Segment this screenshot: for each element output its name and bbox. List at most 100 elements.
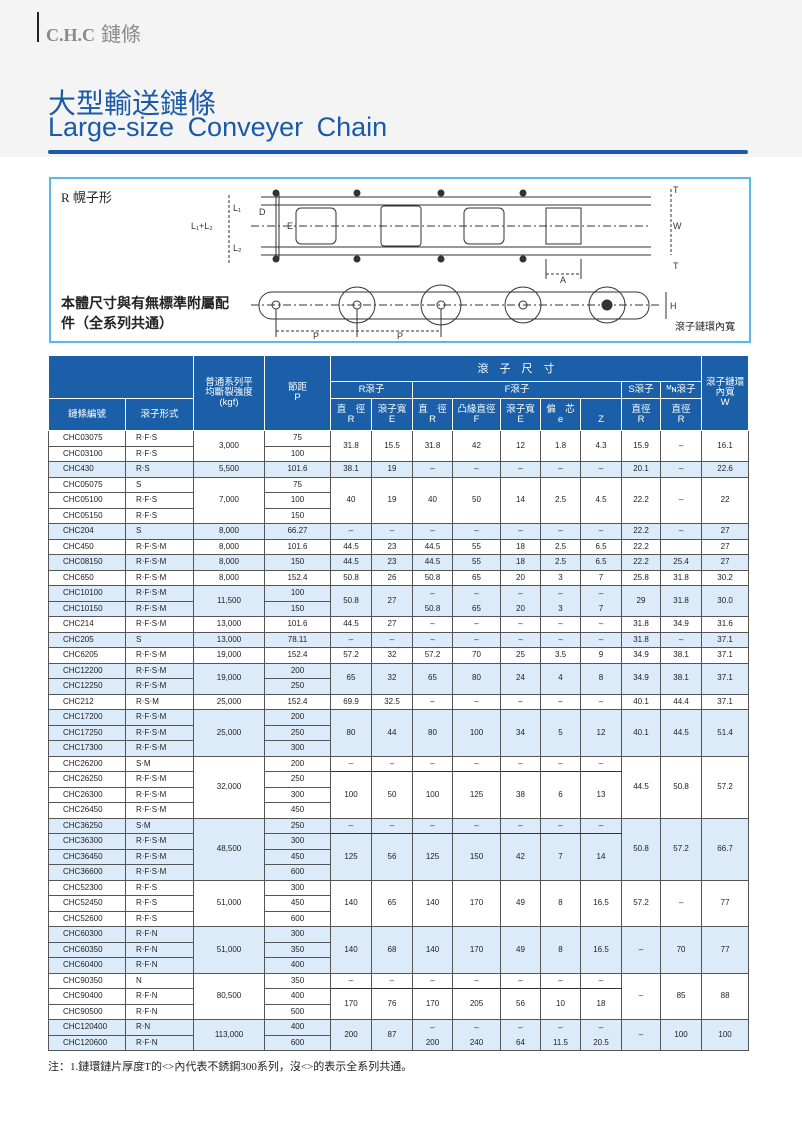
f-offset: –: [540, 631, 581, 648]
pitch: 450: [264, 895, 331, 912]
header-sub: 滾子寬 E: [371, 398, 413, 431]
f-width: 25: [500, 647, 541, 664]
inner-width: 77: [701, 926, 750, 974]
r-width-top: –: [371, 817, 413, 834]
f-diameter-bottom: 200: [425, 1038, 440, 1047]
s-diameter: 31.8: [621, 616, 661, 633]
f-z: 16.5: [580, 879, 622, 927]
f-z-bottom: 20.5: [593, 1038, 609, 1047]
f-flange: –: [452, 461, 501, 478]
s-diameter: 15.9: [621, 430, 661, 462]
roller-form: R‧F‧S: [125, 910, 194, 927]
chain-no: CHC36600: [48, 864, 126, 881]
f-diameter-top: –: [412, 755, 453, 772]
table-row: CHC10100 R‧F‧S‧M 11,500 100 50.8 27–50.8–65–2…: [48, 585, 750, 617]
table-row: CHC60400 R‧F‧N 400: [48, 957, 749, 974]
chain-no: CHC90350: [48, 972, 126, 989]
f-diameter: –: [412, 461, 453, 478]
f-diameter: 100: [412, 771, 453, 819]
r-width: 56: [371, 833, 413, 881]
pitch: 150: [264, 554, 331, 571]
body-note: 本體尺寸與有無標準附屬配件（全系列共通）: [61, 295, 229, 331]
f-offset-bottom: 11.5: [553, 1038, 568, 1047]
f-diameter: –: [412, 693, 453, 710]
f-flange: 55: [452, 538, 501, 555]
pitch: 400: [264, 957, 331, 974]
pitch: 450: [264, 848, 331, 865]
pitch: 300: [264, 740, 331, 757]
strength: 19,000: [193, 662, 265, 695]
f-diameter: 31.8: [412, 430, 453, 462]
s-diameter: 22.2: [621, 538, 661, 555]
r-width: 76: [371, 988, 413, 1020]
r-width: 15.5: [371, 430, 413, 462]
chain-no: CHC12200: [48, 662, 126, 679]
table-row: CHC90350 N 80,500 350– – – – – – – –85 88: [48, 972, 750, 1020]
f-z: 6.5: [580, 554, 622, 571]
mn-diameter: 50.8: [659, 755, 703, 819]
mn-diameter: 31.8: [659, 569, 703, 586]
inner-width: 37.1: [701, 662, 750, 695]
chain-no: CHC17300: [48, 740, 126, 757]
s-diameter: –: [621, 972, 661, 1020]
strength: 3,000: [193, 430, 265, 462]
header-sub-label: 滾子寬: [377, 403, 407, 415]
r-diameter-top: –: [330, 755, 372, 772]
chain-no: CHC05100: [48, 492, 126, 509]
f-flange: –: [452, 616, 501, 633]
table-row: CHC204 S 8,000 66.27– – – – – – –22.2–27: [48, 523, 750, 540]
header-sub-symbol: R: [637, 413, 645, 425]
roller-form: R‧F‧S‧M: [125, 647, 194, 664]
inner-width: 27: [701, 554, 750, 571]
table-row: CHC120400 R‧N 113,000 400 200 87–200–240–64–1…: [48, 1019, 750, 1051]
chain-no: CHC36250: [48, 817, 126, 834]
chain-no: CHC05075: [48, 476, 126, 493]
table-row: CHC214 R‧F‧S‧M 13,000 101.6 44.5 27– – – – –31.8 3…: [48, 616, 750, 633]
f-diameter: 140: [412, 879, 453, 927]
f-z: 6.5: [580, 538, 622, 555]
table-row: CHC52300 R‧F‧S 51,000 300 140 65 140 170 49 8 16.5…: [48, 879, 750, 927]
pitch: 78.11: [264, 631, 331, 648]
f-width: 38: [500, 771, 541, 819]
strength: 51,000: [193, 879, 265, 927]
inner-width: 77: [701, 879, 750, 927]
f-offset: 5: [540, 709, 581, 757]
header-sub-symbol: Z: [598, 413, 604, 425]
chain-no: CHC10150: [48, 600, 126, 617]
strength: 80,500: [193, 972, 265, 1020]
dim-l1: L₁: [233, 203, 241, 213]
strength: 11,500: [193, 585, 265, 617]
chain-no: CHC08150: [48, 554, 126, 571]
roller-form: S: [125, 476, 194, 493]
r-width: 23: [371, 538, 413, 555]
f-width: –: [500, 461, 541, 478]
f-flange-top: –: [474, 589, 479, 598]
strength: 32,000: [193, 755, 265, 819]
header-f-roller: F滾子: [412, 381, 622, 399]
f-flange: –: [452, 693, 501, 710]
chain-no: CHC205: [48, 631, 126, 648]
r-diameter: 31.8: [330, 430, 372, 462]
table-row: CHC03100 R‧F‧S 100: [48, 445, 749, 462]
roller-form: R‧F‧N: [125, 957, 194, 974]
f-flange: 205: [452, 988, 501, 1020]
table-row: CHC60300 R‧F‧N 51,000 300 140 68 140 170 49 8 16.5…: [48, 926, 750, 974]
f-width: 12: [500, 430, 541, 462]
pitch: 66.27: [264, 523, 331, 540]
s-diameter: 22.2: [621, 523, 661, 540]
f-offset: 8: [540, 879, 581, 927]
roller-form: R‧S‧M: [125, 693, 194, 710]
f-offset: 2.5: [540, 538, 581, 555]
pitch: 101.6: [264, 616, 331, 633]
mn-diameter: 38.1: [659, 662, 703, 695]
roller-form: R‧F‧S: [125, 492, 194, 509]
f-flange: 125: [452, 771, 501, 819]
table-row: CHC212 R‧S‧M 25,000 152.4 69.9 32.5– – – – –40.1 4…: [48, 693, 750, 710]
strength: 25,000: [193, 693, 265, 710]
s-diameter: 25.8: [621, 569, 661, 586]
header-sub-symbol: R: [677, 413, 685, 425]
pitch: 600: [264, 910, 331, 927]
roller-form: S‧M: [125, 817, 194, 834]
mn-diameter: 70: [659, 926, 703, 974]
